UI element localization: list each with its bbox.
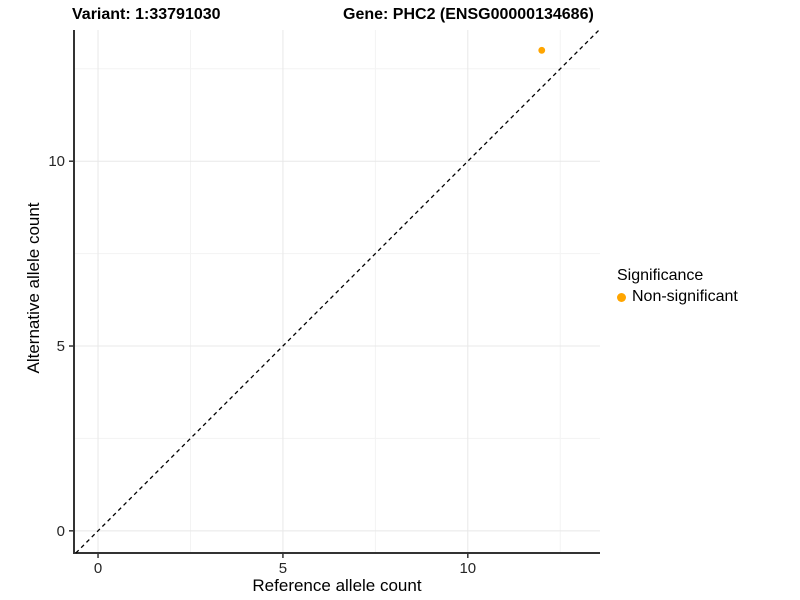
legend-item: Non-significant xyxy=(617,288,738,306)
identity-line-group xyxy=(75,29,600,554)
x-tick-label: 5 xyxy=(279,560,287,577)
minor-gridlines xyxy=(74,30,600,553)
y-tick-label: 5 xyxy=(57,338,65,355)
y-tick-label: 0 xyxy=(57,523,65,540)
y-axis-title: Alternative allele count xyxy=(24,202,43,373)
legend: Significance Non-significant xyxy=(617,267,738,306)
x-axis-title: Reference allele count xyxy=(252,576,421,595)
identity-line xyxy=(75,29,600,554)
legend-point-icon xyxy=(617,292,626,302)
x-tick-label: 10 xyxy=(459,560,476,577)
y-tick-label: 10 xyxy=(48,153,65,170)
variant-title: Variant: 1:33791030 xyxy=(72,6,221,23)
legend-title: Significance xyxy=(617,267,704,284)
gene-title: Gene: PHC2 (ENSG00000134686) xyxy=(343,6,594,23)
axes: 0 5 10 0 5 10 xyxy=(48,30,600,577)
x-tick-label: 0 xyxy=(94,560,102,577)
legend-item-label: Non-significant xyxy=(632,288,738,305)
major-gridlines xyxy=(74,30,600,553)
data-points xyxy=(538,46,546,54)
data-point xyxy=(538,46,546,54)
